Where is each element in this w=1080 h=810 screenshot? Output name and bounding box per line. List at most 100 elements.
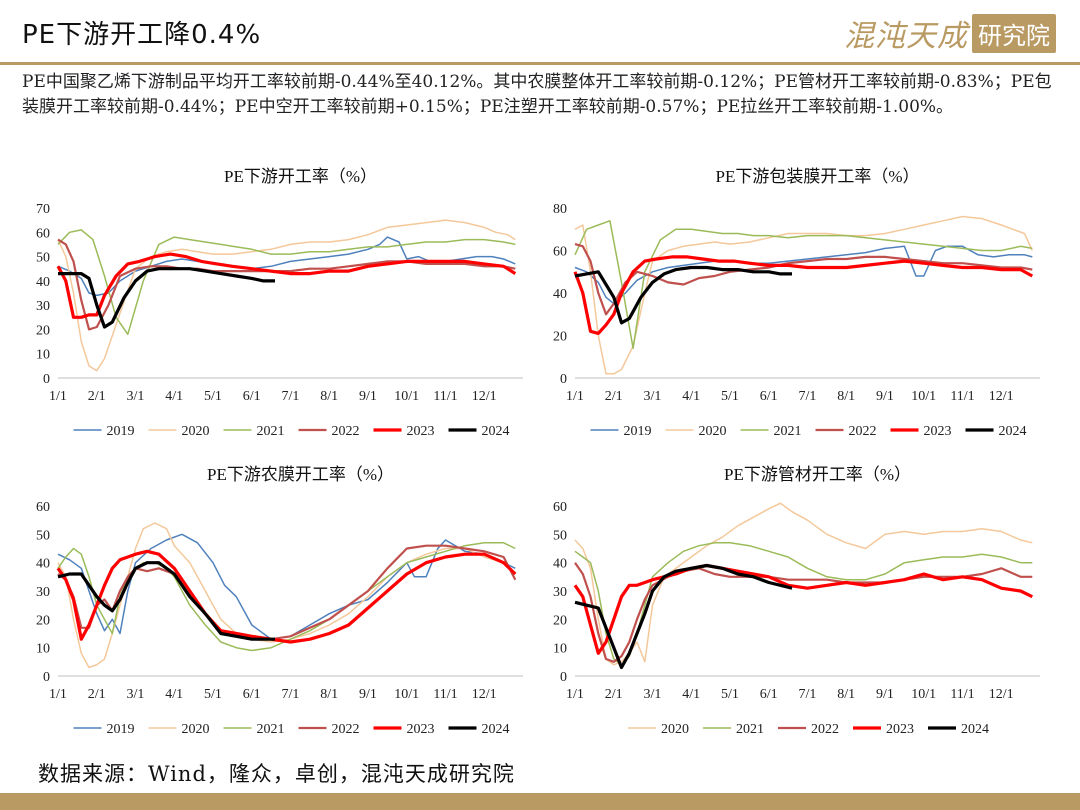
- x-tick-label: 8/1: [320, 687, 338, 702]
- header: PE下游开工降0.4% 混沌天成 研究院: [0, 0, 1080, 66]
- x-tick-label: 2/1: [88, 389, 106, 404]
- chart-packaging-film: PE下游包装膜开工率（%） 0 20 40 60 80 1/1 2/1 3/1 4/1 5/1 6/1…: [553, 167, 1040, 439]
- x-tick-label: 7/1: [282, 687, 300, 702]
- y-tick-label: 80: [553, 202, 567, 217]
- legend-label-2021: 2021: [257, 722, 285, 737]
- series-line-2020: [574, 502, 1033, 666]
- y-tick-label: 0: [560, 372, 567, 387]
- y-tick-label: 30: [36, 299, 50, 314]
- summary-text: PE中国聚乙烯下游制品平均开工率较前期-0.44%至40.12%。其中农膜整体开…: [22, 72, 1052, 117]
- series-line-2024: [574, 265, 792, 325]
- header-divider: [0, 62, 1080, 65]
- x-tick-label: 9/1: [876, 687, 894, 702]
- y-tick-label: 50: [36, 528, 50, 543]
- y-tick-label: 50: [553, 528, 567, 543]
- y-tick-label: 60: [553, 500, 567, 515]
- y-tick-label: 40: [553, 557, 567, 572]
- y-tick-label: 40: [36, 557, 50, 572]
- series-line-2024: [58, 267, 275, 329]
- x-tick-label: 10/1: [911, 687, 936, 702]
- series-line-2021: [574, 220, 1033, 350]
- series-line-2020: [57, 219, 516, 372]
- y-tick-label: 60: [36, 226, 50, 241]
- series-line-2023: [573, 563, 1034, 655]
- legend-label-2021: 2021: [736, 722, 764, 737]
- x-tick-label: 12/1: [472, 389, 497, 404]
- x-tick-label: 3/1: [644, 687, 662, 702]
- y-tick-label: 10: [553, 642, 567, 657]
- x-tick-label: 9/1: [359, 389, 377, 404]
- x-tick-label: 11/1: [433, 389, 457, 404]
- y-tick-label: 60: [36, 500, 50, 515]
- legend-label-2020: 2020: [661, 722, 689, 737]
- x-tick-label: 4/1: [165, 389, 183, 404]
- x-tick-label: 3/1: [644, 389, 662, 404]
- y-tick-label: 60: [553, 245, 567, 260]
- x-tick-label: 11/1: [950, 687, 974, 702]
- series-line-2020: [574, 215, 1033, 375]
- series-line-2019: [574, 245, 1033, 305]
- y-tick-label: 20: [36, 323, 50, 338]
- legend-label-2020: 2020: [182, 424, 210, 439]
- y-tick-label: 10: [36, 642, 50, 657]
- series-line-2023: [56, 252, 517, 319]
- legend-label-2023: 2023: [407, 722, 435, 737]
- x-tick-label: 5/1: [721, 687, 739, 702]
- chart-agri-film: PE下游农膜开工率（%） 0 10 20 30 40 50 60 1/1 2/1 3/1 4/1 5/1…: [36, 465, 523, 737]
- x-tick-label: 1/1: [566, 687, 584, 702]
- legend-label-2019: 2019: [624, 424, 652, 439]
- series-line-2021: [57, 229, 516, 336]
- logo: 混沌天成 研究院: [844, 12, 1056, 54]
- x-tick-label: 9/1: [876, 389, 894, 404]
- x-tick-label: 10/1: [394, 687, 419, 702]
- x-tick-label: 8/1: [837, 687, 855, 702]
- series-line-2024: [57, 561, 275, 641]
- y-tick-label: 0: [560, 670, 567, 685]
- legend-label-2023: 2023: [886, 722, 914, 737]
- x-tick-label: 7/1: [799, 389, 817, 404]
- y-tick-label: 0: [43, 372, 50, 387]
- chart-panel-pe-downstream: PE下游开工率（%） 0 10 20 30 40 50 60 70 1/1 2/1 3/1 4/1 5/1…: [18, 160, 538, 450]
- x-tick-label: 11/1: [950, 389, 974, 404]
- x-tick-label: 8/1: [320, 389, 338, 404]
- x-tick-label: 12/1: [989, 687, 1014, 702]
- legend-label-2022: 2022: [811, 722, 839, 737]
- x-tick-label: 4/1: [682, 687, 700, 702]
- x-tick-label: 6/1: [760, 389, 778, 404]
- chart-title: PE下游农膜开工率（%）: [207, 465, 394, 484]
- y-tick-label: 20: [553, 330, 567, 345]
- x-tick-label: 4/1: [682, 389, 700, 404]
- y-tick-label: 0: [43, 670, 50, 685]
- x-tick-label: 8/1: [837, 389, 855, 404]
- x-tick-label: 1/1: [566, 389, 584, 404]
- y-tick-label: 40: [36, 275, 50, 290]
- x-tick-label: 6/1: [243, 389, 261, 404]
- chart-panel-pipe: PE下游管材开工率（%） 0 10 20 30 40 50 60 1/1 2/1 3/1 4/1 5/1…: [535, 458, 1055, 748]
- legend-label-2023: 2023: [407, 424, 435, 439]
- x-tick-label: 1/1: [49, 389, 67, 404]
- chart-pipe: PE下游管材开工率（%） 0 10 20 30 40 50 60 1/1 2/1 3/1 4/1 5/1…: [553, 465, 1040, 737]
- series-line-2022: [574, 562, 1033, 663]
- y-tick-label: 30: [36, 585, 50, 600]
- y-tick-label: 20: [36, 613, 50, 628]
- series-line-2024: [574, 563, 793, 670]
- x-tick-label: 9/1: [359, 687, 377, 702]
- x-tick-label: 6/1: [243, 687, 261, 702]
- legend-label-2020: 2020: [182, 722, 210, 737]
- x-tick-label: 5/1: [204, 687, 222, 702]
- page-title: PE下游开工降0.4%: [22, 20, 262, 50]
- x-tick-label: 6/1: [760, 687, 778, 702]
- chart-title: PE下游管材开工率（%）: [724, 465, 911, 484]
- y-tick-label: 50: [36, 251, 50, 266]
- legend-label-2022: 2022: [332, 424, 360, 439]
- chart-title: PE下游包装膜开工率（%）: [716, 167, 920, 186]
- series-line-2022: [57, 238, 516, 331]
- legend-label-2024: 2024: [482, 424, 510, 439]
- chart-pe-downstream: PE下游开工率（%） 0 10 20 30 40 50 60 70 1/1 2/1 3/1 4/1 5/1…: [36, 167, 523, 439]
- legend-label-2019: 2019: [107, 722, 135, 737]
- x-tick-label: 10/1: [911, 389, 936, 404]
- y-tick-label: 10: [36, 348, 50, 363]
- chart-panel-packaging-film: PE下游包装膜开工率（%） 0 20 40 60 80 1/1 2/1 3/1 4/1 5/1 6/1…: [535, 160, 1055, 450]
- x-tick-label: 7/1: [282, 389, 300, 404]
- x-tick-label: 3/1: [127, 389, 145, 404]
